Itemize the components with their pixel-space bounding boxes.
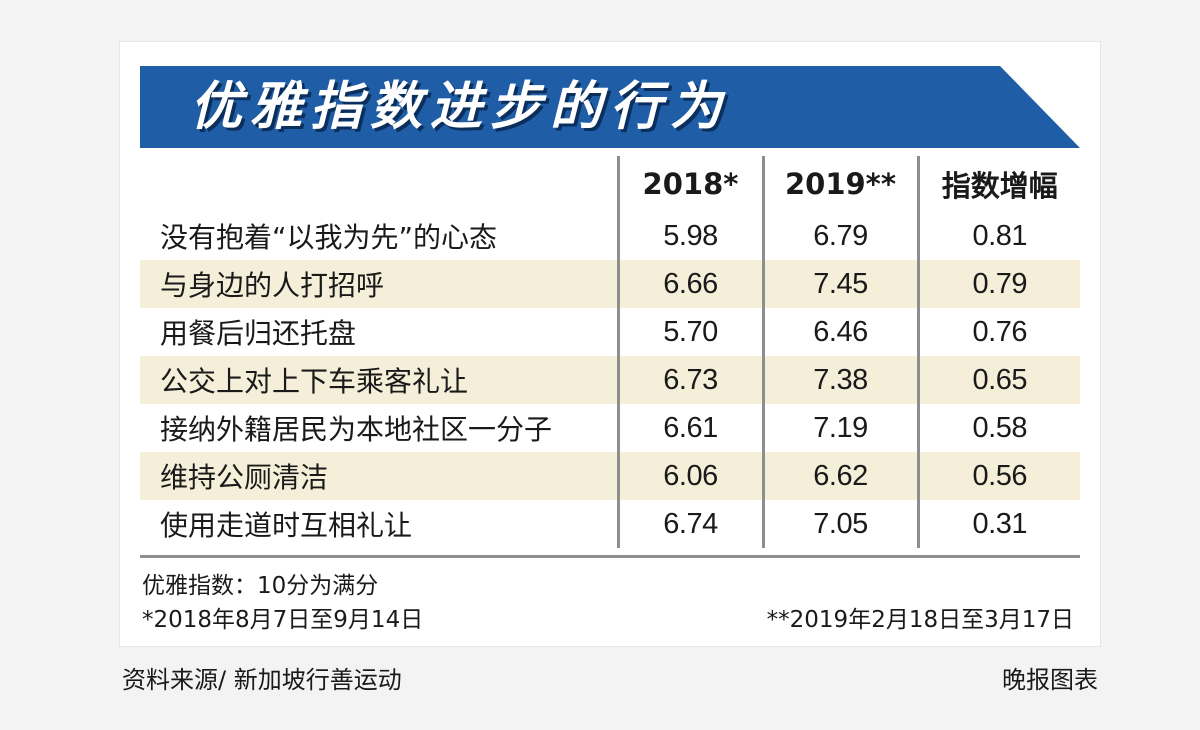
table-row: 维持公厕清洁 6.06 6.62 0.56: [140, 452, 1080, 500]
table-row: 与身边的人打招呼 6.66 7.45 0.79: [140, 260, 1080, 308]
value-increase: 0.79: [916, 260, 1080, 308]
value-2018: 6.06: [616, 452, 763, 500]
value-2019: 7.38: [761, 356, 918, 404]
value-increase: 0.31: [916, 500, 1080, 548]
value-increase: 0.58: [916, 404, 1080, 452]
table-row: 没有抱着“以我为先”的心态 5.98 6.79 0.81: [140, 212, 1080, 260]
column-header-label: [140, 156, 618, 212]
value-2019: 7.19: [761, 404, 918, 452]
value-increase: 0.56: [916, 452, 1080, 500]
column-header-increase: 指数增幅: [916, 156, 1080, 212]
table-bottom-divider: [140, 555, 1080, 558]
column-header-2019: 2019**: [761, 156, 918, 212]
value-2018: 5.70: [616, 308, 763, 356]
value-increase: 0.65: [916, 356, 1080, 404]
value-2019: 6.79: [761, 212, 918, 260]
scale-note: 优雅指数：10分为满分: [142, 573, 379, 599]
column-header-2018: 2018*: [616, 156, 763, 212]
value-2018: 6.66: [616, 260, 763, 308]
value-2018: 6.73: [616, 356, 763, 404]
row-label: 接纳外籍居民为本地社区一分子: [160, 413, 553, 446]
row-label: 公交上对上下车乘客礼让: [140, 356, 618, 404]
period-2019-note: **2019年2月18日至3月17日: [766, 607, 1074, 633]
header-row: 2018* 2019** 指数增幅: [140, 156, 1080, 212]
data-table: 2018* 2019** 指数增幅 没有抱着“以我为先”的心态 5.98 6.7…: [140, 156, 1080, 548]
row-label: 与身边的人打招呼: [140, 260, 618, 308]
value-2018: 6.61: [616, 404, 763, 452]
value-2019: 7.05: [761, 500, 918, 548]
row-label: 没有抱着“以我为先”的心态: [160, 221, 498, 254]
chart-credit: 晚报图表: [1002, 666, 1098, 694]
row-label: 维持公厕清洁: [140, 452, 618, 500]
row-label: 用餐后归还托盘: [160, 317, 357, 350]
period-2018-note: *2018年8月7日至9月14日: [142, 607, 424, 633]
value-2019: 6.62: [761, 452, 918, 500]
value-2018: 5.98: [616, 212, 763, 260]
value-2018: 6.74: [616, 500, 763, 548]
row-label: 使用走道时互相礼让: [160, 509, 413, 542]
table-row: 用餐后归还托盘 5.70 6.46 0.76: [140, 308, 1080, 356]
source-credit: 资料来源/ 新加坡行善运动: [122, 666, 402, 694]
value-2019: 6.46: [761, 308, 918, 356]
value-increase: 0.81: [916, 212, 1080, 260]
table-row: 公交上对上下车乘客礼让 6.73 7.38 0.65: [140, 356, 1080, 404]
table-row: 接纳外籍居民为本地社区一分子 6.61 7.19 0.58: [140, 404, 1080, 452]
chart-title: 优雅指数进步的行为: [190, 77, 731, 137]
value-increase: 0.76: [916, 308, 1080, 356]
value-2019: 7.45: [761, 260, 918, 308]
title-banner: [140, 66, 1080, 148]
table-row: 使用走道时互相礼让 6.74 7.05 0.31: [140, 500, 1080, 548]
